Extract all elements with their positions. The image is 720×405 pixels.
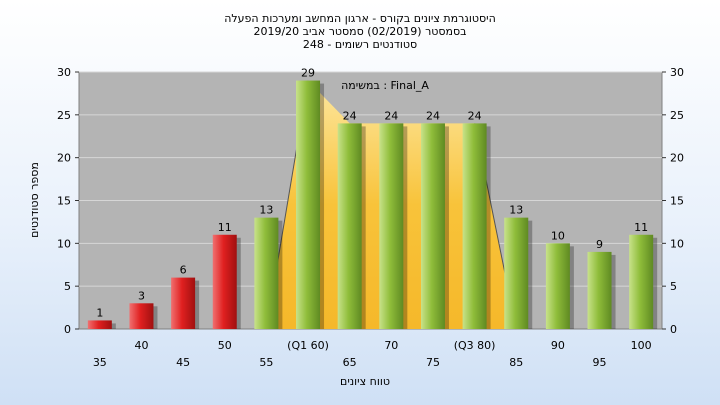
bar-75 bbox=[420, 123, 445, 330]
y-tick-left-30: 30 bbox=[57, 66, 71, 79]
x-axis-ticks: 35 40 45 50 55 (Q1 60) 65 70 75 (Q3 80) 85 90 95 100 bbox=[93, 339, 652, 369]
data-label-5: 29 bbox=[301, 67, 315, 80]
y-tick-right-20: 20 bbox=[670, 152, 684, 165]
bar-45 bbox=[171, 277, 196, 329]
bar-(Q1 60) bbox=[296, 80, 321, 329]
data-label-13: 11 bbox=[634, 221, 648, 234]
y-tick-left-0: 0 bbox=[64, 323, 71, 336]
y-tick-right-10: 10 bbox=[670, 237, 684, 250]
data-label-1: 3 bbox=[138, 289, 145, 302]
data-label-3: 11 bbox=[218, 221, 232, 234]
data-label-10: 13 bbox=[509, 204, 523, 217]
chart-registered-count: סטודנטים רשומים - 248 bbox=[303, 38, 417, 51]
bar-95 bbox=[587, 251, 612, 329]
data-label-12: 9 bbox=[596, 238, 603, 251]
x-tick-9: (Q3 80) bbox=[454, 339, 496, 352]
chart-title: היסטוגרמת ציונים בקורס - ארגון המחשב ומע… bbox=[224, 12, 496, 25]
y-tick-left-10: 10 bbox=[57, 237, 71, 250]
x-tick-2: 45 bbox=[176, 356, 190, 369]
x-tick-7: 70 bbox=[384, 339, 398, 352]
x-tick-4: 55 bbox=[259, 356, 273, 369]
bars bbox=[87, 80, 658, 330]
data-label-7: 24 bbox=[384, 109, 398, 122]
bar-35 bbox=[87, 320, 112, 329]
bar-85 bbox=[504, 217, 529, 329]
data-label-6: 24 bbox=[343, 109, 357, 122]
x-tick-5: (Q1 60) bbox=[287, 339, 329, 352]
bar-50 bbox=[212, 234, 237, 329]
data-label-8: 24 bbox=[426, 109, 440, 122]
x-tick-3: 50 bbox=[218, 339, 232, 352]
data-label-4: 13 bbox=[259, 204, 273, 217]
data-label-2: 6 bbox=[180, 264, 187, 277]
y-tick-left-20: 20 bbox=[57, 152, 71, 165]
bar-(Q3 80) bbox=[462, 123, 487, 330]
data-label-9: 24 bbox=[468, 109, 482, 122]
x-tick-11: 90 bbox=[551, 339, 565, 352]
chart-subtitle: בסמסטר (02/2019) סמסטר אביב 2019/20 bbox=[253, 25, 466, 38]
bar-100 bbox=[629, 234, 654, 329]
data-label-11: 10 bbox=[551, 229, 565, 242]
x-tick-6: 65 bbox=[343, 356, 357, 369]
y-axis-right-ticks: 0 5 10 15 20 25 30 bbox=[662, 66, 684, 336]
x-tick-1: 40 bbox=[134, 339, 148, 352]
y-tick-right-30: 30 bbox=[670, 66, 684, 79]
y-tick-left-5: 5 bbox=[64, 280, 71, 293]
y-tick-right-15: 15 bbox=[670, 195, 684, 208]
annotation-label: במשימה : Final_A bbox=[341, 79, 429, 92]
x-tick-10: 85 bbox=[509, 356, 523, 369]
x-tick-12: 95 bbox=[593, 356, 607, 369]
y-tick-left-15: 15 bbox=[57, 195, 71, 208]
y-axis-title: מספר סטודנטים bbox=[28, 162, 41, 238]
bar-70 bbox=[379, 123, 404, 330]
y-tick-left-25: 25 bbox=[57, 109, 71, 122]
y-tick-right-5: 5 bbox=[670, 280, 677, 293]
x-tick-13: 100 bbox=[631, 339, 652, 352]
x-tick-8: 75 bbox=[426, 356, 440, 369]
bar-55 bbox=[254, 217, 279, 329]
y-axis-left-ticks: 0 5 10 15 20 25 30 bbox=[57, 66, 79, 336]
bar-65 bbox=[337, 123, 362, 330]
bar-40 bbox=[129, 303, 154, 329]
y-tick-right-25: 25 bbox=[670, 109, 684, 122]
bar-90 bbox=[545, 243, 570, 329]
y-tick-right-0: 0 bbox=[670, 323, 677, 336]
data-label-0: 1 bbox=[96, 306, 103, 319]
x-axis-title: טווח ציונים bbox=[340, 375, 390, 388]
x-tick-0: 35 bbox=[93, 356, 107, 369]
